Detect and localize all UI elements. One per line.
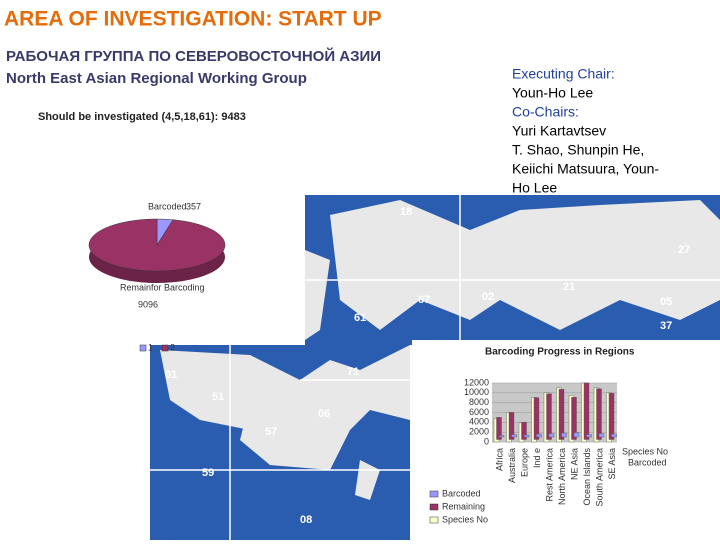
map-label: 08 <box>300 514 312 526</box>
bar <box>496 417 502 440</box>
map-label: 61 <box>354 312 366 324</box>
depth-label: Barcoded <box>628 457 667 467</box>
chair-line: Keiichi Matsuura, Youn- <box>512 161 659 177</box>
pie-slice <box>88 218 226 272</box>
y-tick-label: 12000 <box>464 377 489 387</box>
bar <box>598 433 605 438</box>
y-tick-label: 4000 <box>469 417 489 427</box>
bar <box>596 388 602 440</box>
bar <box>573 432 580 438</box>
legend-label: 2 <box>170 342 175 352</box>
map-label: 01 <box>165 369 177 381</box>
y-tick-label: 2000 <box>469 427 489 437</box>
map-label: 51 <box>212 391 224 403</box>
depth-label: Species No <box>622 446 668 456</box>
bar <box>548 433 555 438</box>
map-label: 37 <box>660 320 672 332</box>
map-label: 18 <box>400 206 412 218</box>
legend-swatch <box>161 344 169 352</box>
x-tick-label: SE Asia <box>607 448 617 480</box>
chair-line: Executing Chair: <box>512 66 615 82</box>
chart-title: Should be investigated (4,5,18,61): 9483 <box>38 111 246 123</box>
y-tick-label: 0 <box>484 436 489 446</box>
bar <box>546 393 552 440</box>
y-tick-label: 8000 <box>469 397 489 407</box>
chair-line: Yuri Kartavtsev <box>512 123 606 139</box>
chart-title: Barcoding Progress in Regions <box>485 347 635 358</box>
legend-label: 1 <box>148 342 153 352</box>
x-tick-label: NE Asia <box>570 448 580 480</box>
title: AREA OF INVESTIGATION: START UP <box>4 8 382 31</box>
x-tick-label: Ocean Islands <box>582 448 592 506</box>
map-label: 06 <box>318 408 330 420</box>
x-tick-label: South America <box>595 448 605 507</box>
bar <box>583 382 590 440</box>
legend-label: Remaining <box>442 501 485 511</box>
bar <box>608 393 615 440</box>
bar <box>586 434 592 438</box>
legend-swatch <box>429 490 439 498</box>
bar <box>536 433 542 438</box>
chair-line: Ho Lee <box>512 180 557 196</box>
y-tick-label: 6000 <box>469 407 489 417</box>
bar <box>558 389 565 440</box>
chair-line: T. Shao, Shunpin He, <box>512 142 644 158</box>
bar <box>521 422 527 440</box>
legend-label: Species No <box>442 514 488 524</box>
x-tick-label: Europe <box>520 448 530 477</box>
map-label: 71 <box>347 366 359 378</box>
chair-line: Co-Chairs: <box>512 104 579 120</box>
pie-label: Remainfor Barcoding <box>120 282 205 292</box>
bar <box>571 397 577 440</box>
bar <box>561 432 567 438</box>
bar <box>511 434 517 438</box>
map-label: 21 <box>563 281 575 293</box>
pie-value: 9096 <box>138 299 158 309</box>
bar <box>508 412 515 440</box>
chair-line: Youn-Ho Lee <box>512 85 593 101</box>
x-tick-label: Rest America <box>545 448 555 502</box>
bar <box>498 435 505 438</box>
x-tick-label: Australia <box>507 448 517 483</box>
pie-label: Barcoded <box>148 201 187 211</box>
legend-swatch <box>139 344 147 352</box>
x-tick-label: Ind e <box>532 448 542 468</box>
bar <box>533 397 540 440</box>
subtitle: North East Asian Regional Working Group <box>6 70 307 87</box>
bar <box>523 434 530 438</box>
map-label: 02 <box>482 291 494 303</box>
map-label: 57 <box>265 426 277 438</box>
legend-label: Barcoded <box>442 488 481 498</box>
legend-swatch <box>429 516 439 524</box>
subtitle: РАБОЧАЯ ГРУППА ПО СЕВЕРОВОСТОЧНОЙ АЗИИ <box>6 47 381 65</box>
x-tick-label: Africa <box>495 448 505 471</box>
pie-value: 357 <box>186 201 201 211</box>
map <box>150 195 720 540</box>
map-label: 27 <box>678 244 690 256</box>
map-label: 05 <box>660 296 672 308</box>
y-tick-label: 10000 <box>464 387 489 397</box>
x-tick-label: North America <box>557 448 567 505</box>
bar <box>611 433 617 438</box>
map-label: 59 <box>202 467 214 479</box>
map-label: 67 <box>418 294 430 306</box>
legend-swatch <box>429 503 439 511</box>
